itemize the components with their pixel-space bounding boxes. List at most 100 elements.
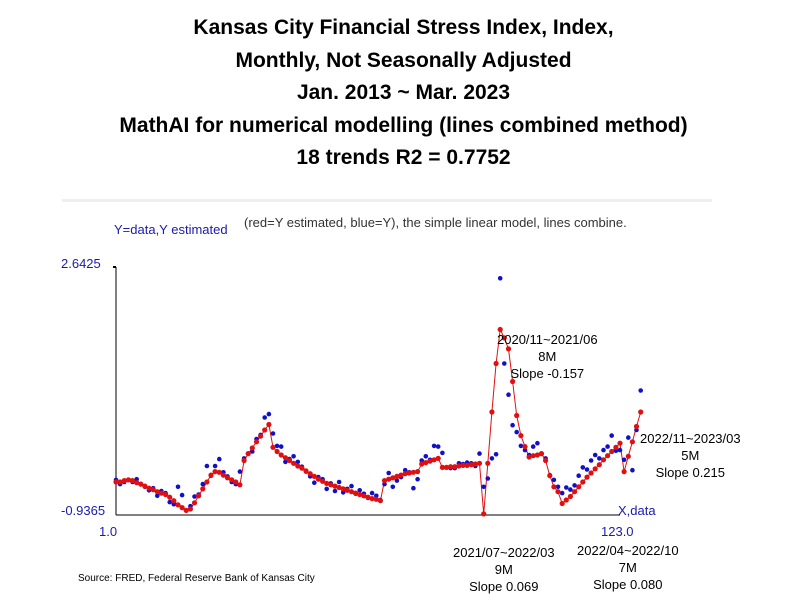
- estimated-point: [237, 482, 243, 488]
- estimated-point: [129, 478, 136, 484]
- estimated-point: [328, 482, 334, 488]
- annotation-period: 2021/07~2022/03: [453, 545, 555, 560]
- annotation-months: 8M: [538, 349, 557, 364]
- estimated-point: [332, 483, 338, 489]
- estimated-point: [633, 423, 640, 430]
- estimated-point: [394, 473, 400, 479]
- actual-point: [312, 480, 317, 486]
- estimated-point: [476, 460, 483, 466]
- estimated-point: [278, 452, 284, 458]
- y-axis-title: Y=data,Y estimated: [114, 222, 228, 237]
- estimated-point: [146, 485, 152, 491]
- actual-point: [349, 483, 354, 489]
- estimated-point: [526, 454, 532, 460]
- actual-point: [597, 456, 602, 461]
- actual-point: [324, 486, 330, 492]
- actual-point: [522, 447, 528, 453]
- estimated-point: [439, 464, 445, 470]
- estimated-point: [291, 460, 297, 466]
- actual-point: [568, 487, 573, 492]
- estimated-point: [481, 511, 487, 517]
- estimated-point: [282, 455, 288, 461]
- estimated-point: [241, 457, 247, 464]
- annotation-slope: Slope 0.215: [655, 465, 726, 480]
- estimated-point: [464, 462, 470, 468]
- actual-point: [551, 477, 557, 483]
- chart-title: Kansas City Financial Stress Index, Inde…: [0, 12, 807, 175]
- estimated-point: [605, 453, 611, 459]
- estimated-point: [522, 444, 528, 450]
- actual-point: [638, 388, 643, 393]
- actual-point: [506, 392, 511, 398]
- estimated-point: [431, 457, 437, 463]
- estimated-point: [125, 477, 131, 483]
- estimated-point: [200, 486, 206, 492]
- estimated-point: [167, 494, 173, 500]
- estimated-point: [547, 473, 553, 479]
- actual-point: [419, 458, 425, 463]
- actual-point: [155, 493, 160, 499]
- actual-point: [630, 467, 635, 473]
- actual-point: [402, 467, 408, 473]
- actual-point: [171, 501, 177, 507]
- estimated-point: [406, 470, 412, 476]
- title-line-5: 18 trends R2 = 0.7752: [296, 146, 511, 169]
- actual-point: [411, 485, 416, 491]
- estimated-point: [600, 457, 607, 463]
- estimated-point: [576, 484, 582, 490]
- estimated-point: [509, 378, 516, 385]
- actual-point: [283, 459, 288, 465]
- estimated-point: [497, 326, 503, 333]
- actual-point: [510, 422, 515, 428]
- estimated-point: [443, 464, 450, 470]
- actual-point: [212, 463, 218, 469]
- estimated-point: [505, 346, 512, 352]
- estimated-point: [229, 477, 235, 483]
- estimated-point: [501, 335, 507, 341]
- estimated-point: [625, 453, 631, 459]
- actual-point: [357, 488, 363, 493]
- estimated-point: [559, 500, 565, 507]
- estimated-point: [216, 469, 222, 475]
- annotation-slope: Slope 0.080: [593, 577, 663, 592]
- actual-point: [237, 469, 243, 474]
- estimated-point: [220, 472, 226, 478]
- estimated-point: [187, 506, 193, 512]
- actual-point: [617, 447, 623, 453]
- estimated-point: [163, 491, 169, 498]
- actual-point: [613, 448, 619, 454]
- estimated-point: [427, 458, 433, 464]
- estimated-point: [340, 486, 346, 492]
- estimated-point: [353, 490, 359, 496]
- estimated-point: [171, 498, 177, 504]
- estimated-point: [212, 469, 218, 475]
- estimated-point: [551, 484, 557, 490]
- estimated-point: [142, 483, 148, 489]
- estimated-point: [262, 427, 268, 433]
- estimated-point: [555, 489, 561, 495]
- estimated-point: [121, 478, 127, 484]
- actual-point: [266, 411, 272, 417]
- estimated-point: [249, 445, 255, 451]
- estimated-point: [493, 360, 499, 367]
- actual-point: [485, 476, 491, 481]
- estimated-point: [361, 493, 367, 499]
- estimated-point: [448, 464, 454, 470]
- estimated-point: [563, 497, 569, 503]
- estimated-point: [584, 474, 590, 480]
- estimated-point: [134, 480, 140, 486]
- actual-point: [481, 484, 487, 490]
- estimated-point: [518, 433, 524, 439]
- estimated-point: [485, 460, 491, 466]
- estimated-point: [324, 480, 330, 486]
- estimated-point: [307, 471, 313, 477]
- x-tick-min: 1.0: [99, 524, 118, 539]
- estimated-point: [208, 472, 214, 478]
- estimated-point: [286, 457, 293, 464]
- title-line-4: MathAI for numerical modelling (lines co…: [119, 113, 688, 137]
- actual-point: [278, 444, 284, 449]
- actual-point: [477, 451, 482, 456]
- estimated-point: [617, 440, 623, 446]
- estimated-point: [336, 484, 342, 491]
- estimated-point: [592, 466, 598, 472]
